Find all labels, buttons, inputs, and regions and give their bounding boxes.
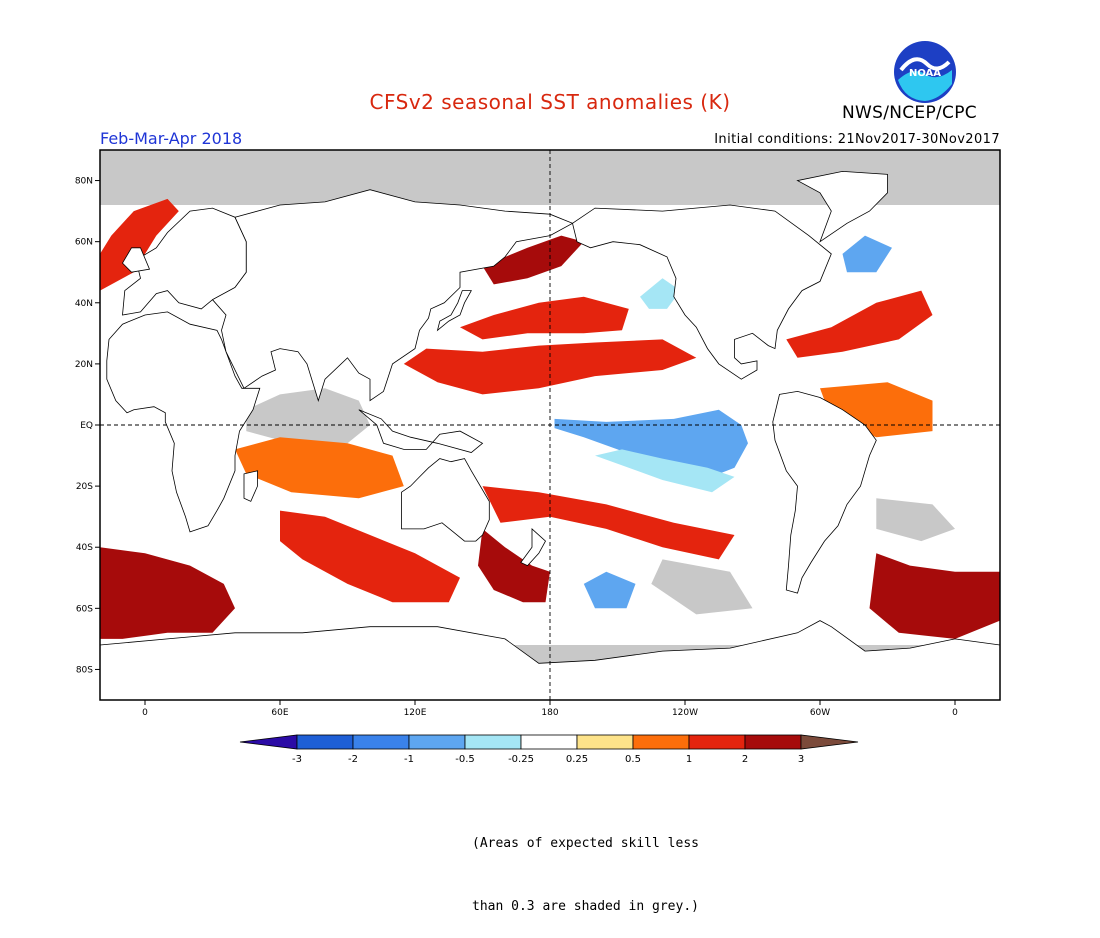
anomaly-gulf-of-alaska-cool	[640, 278, 681, 309]
anomaly-south-pacific-cool	[583, 571, 636, 609]
land-uk-ireland	[121, 247, 151, 273]
chart-title: CFSv2 seasonal SST anomalies (K)	[369, 90, 731, 114]
land-north-america	[572, 204, 832, 380]
land-japan	[436, 290, 472, 332]
anomaly-tasman-warm-strong	[478, 528, 550, 603]
lon-tick-label: 60E	[271, 708, 288, 718]
land-new-zealand	[520, 527, 547, 567]
colorbar-tick-label: -3	[292, 754, 302, 765]
colorbar-high-arrow	[800, 734, 859, 750]
skill-mask-arctic	[100, 150, 1000, 205]
colorbar-swatch	[632, 734, 690, 750]
colorbar-tick-label: -0.5	[455, 754, 475, 765]
colorbar-tick-label: 0.5	[625, 754, 641, 765]
anomaly-kuroshio-warm	[460, 296, 629, 340]
anomaly-layer	[100, 198, 1000, 639]
colorbar-tick-label: 1	[686, 754, 692, 765]
land-antarctica	[100, 620, 1000, 700]
land-layer	[100, 170, 1000, 700]
land-greenland	[796, 170, 888, 243]
skill-note: (Areas of expected skill less than 0.3 a…	[472, 791, 722, 938]
colorbar-swatch	[296, 734, 354, 750]
lon-tick-label: 0	[142, 708, 148, 718]
lat-tick-label: 80S	[76, 665, 93, 675]
colorbar-tick-label: -0.25	[508, 754, 534, 765]
lat-tick-label: 60N	[75, 238, 93, 248]
anomaly-north-atlantic-warm	[786, 290, 933, 358]
reference-lines	[100, 150, 1000, 700]
skill-note-line-2: than 0.3 are shaded in grey.)	[472, 899, 699, 914]
colorbar-tick-label: -2	[348, 754, 358, 765]
anomaly-equatorial-pacific-cool	[554, 409, 748, 480]
colorbar-low-arrow	[239, 734, 298, 750]
lon-tick-label: 60W	[810, 708, 830, 718]
skill-mask-central-south-pacific	[651, 559, 753, 615]
lon-tick-label: 120E	[404, 708, 427, 718]
anomaly-indian-ocean-neutral-warm	[235, 437, 404, 499]
lat-tick-label: 80N	[75, 177, 93, 187]
lon-tick-label: 180	[541, 708, 558, 718]
anomaly-south-pacific-warm-band	[482, 486, 735, 560]
colorbar-swatch	[408, 734, 466, 750]
colorbar-tick-label: 3	[798, 754, 804, 765]
colorbar-swatch	[520, 734, 578, 750]
anomaly-equatorial-pacific-cool-fringe	[595, 449, 735, 493]
colorbar-swatch	[576, 734, 634, 750]
anomaly-southern-ocean-west-warm	[100, 547, 235, 639]
land-indonesia	[358, 409, 484, 453]
colorbar-swatch	[744, 734, 802, 750]
skill-note-line-1: (Areas of expected skill less	[472, 836, 699, 851]
colorbar-swatch	[688, 734, 746, 750]
lat-tick-label: 40N	[75, 299, 93, 309]
anomaly-nordic-seas-warm	[100, 198, 179, 291]
lat-tick-label: 60S	[76, 604, 93, 614]
anomaly-southern-ocean-atlantic-warm	[869, 553, 1000, 639]
lon-tick-label: 120W	[672, 708, 698, 718]
lon-tick-label: 0	[952, 708, 958, 718]
colorbar: -3 -2 -1 -0.5 -0.25 0.25 0.5 1 2 3	[239, 734, 859, 765]
anomaly-north-pacific-warm-strong	[482, 235, 584, 285]
axis-ticks: 80N 60N 40N 20N EQ 20S 40S 60S 80S 0 60E 120E 180 120…	[75, 177, 958, 718]
skill-mask-tropical-indian-ocean	[246, 388, 370, 444]
colorbar-swatch	[464, 734, 522, 750]
noaa-logo-text: NOAA	[909, 68, 941, 79]
anomaly-north-atlantic-cool	[842, 235, 892, 273]
lat-tick-label: EQ	[80, 421, 93, 431]
lat-tick-label: 40S	[76, 543, 93, 553]
anomaly-north-pacific-warm-band	[403, 339, 697, 395]
noaa-logo: NOAA	[894, 41, 956, 103]
colorbar-tick-label: 0.25	[566, 754, 588, 765]
land-madagascar	[243, 470, 258, 502]
initial-conditions: Initial conditions: 21Nov2017-30Nov2017	[714, 132, 1000, 147]
lat-tick-label: 20N	[75, 360, 93, 370]
anomaly-southern-ocean-indian-warm	[280, 510, 460, 603]
colorbar-tick-label: -1	[404, 754, 414, 765]
colorbar-swatch	[352, 734, 410, 750]
land-australia	[401, 458, 490, 542]
lat-tick-label: 20S	[76, 482, 93, 492]
agency-label: NWS/NCEP/CPC	[842, 103, 977, 123]
skill-mask-south-atlantic	[876, 498, 955, 542]
colorbar-tick-label: 2	[742, 754, 748, 765]
land-south-america	[772, 390, 877, 594]
forecast-period: Feb-Mar-Apr 2018	[100, 129, 243, 148]
land-africa	[106, 311, 261, 533]
